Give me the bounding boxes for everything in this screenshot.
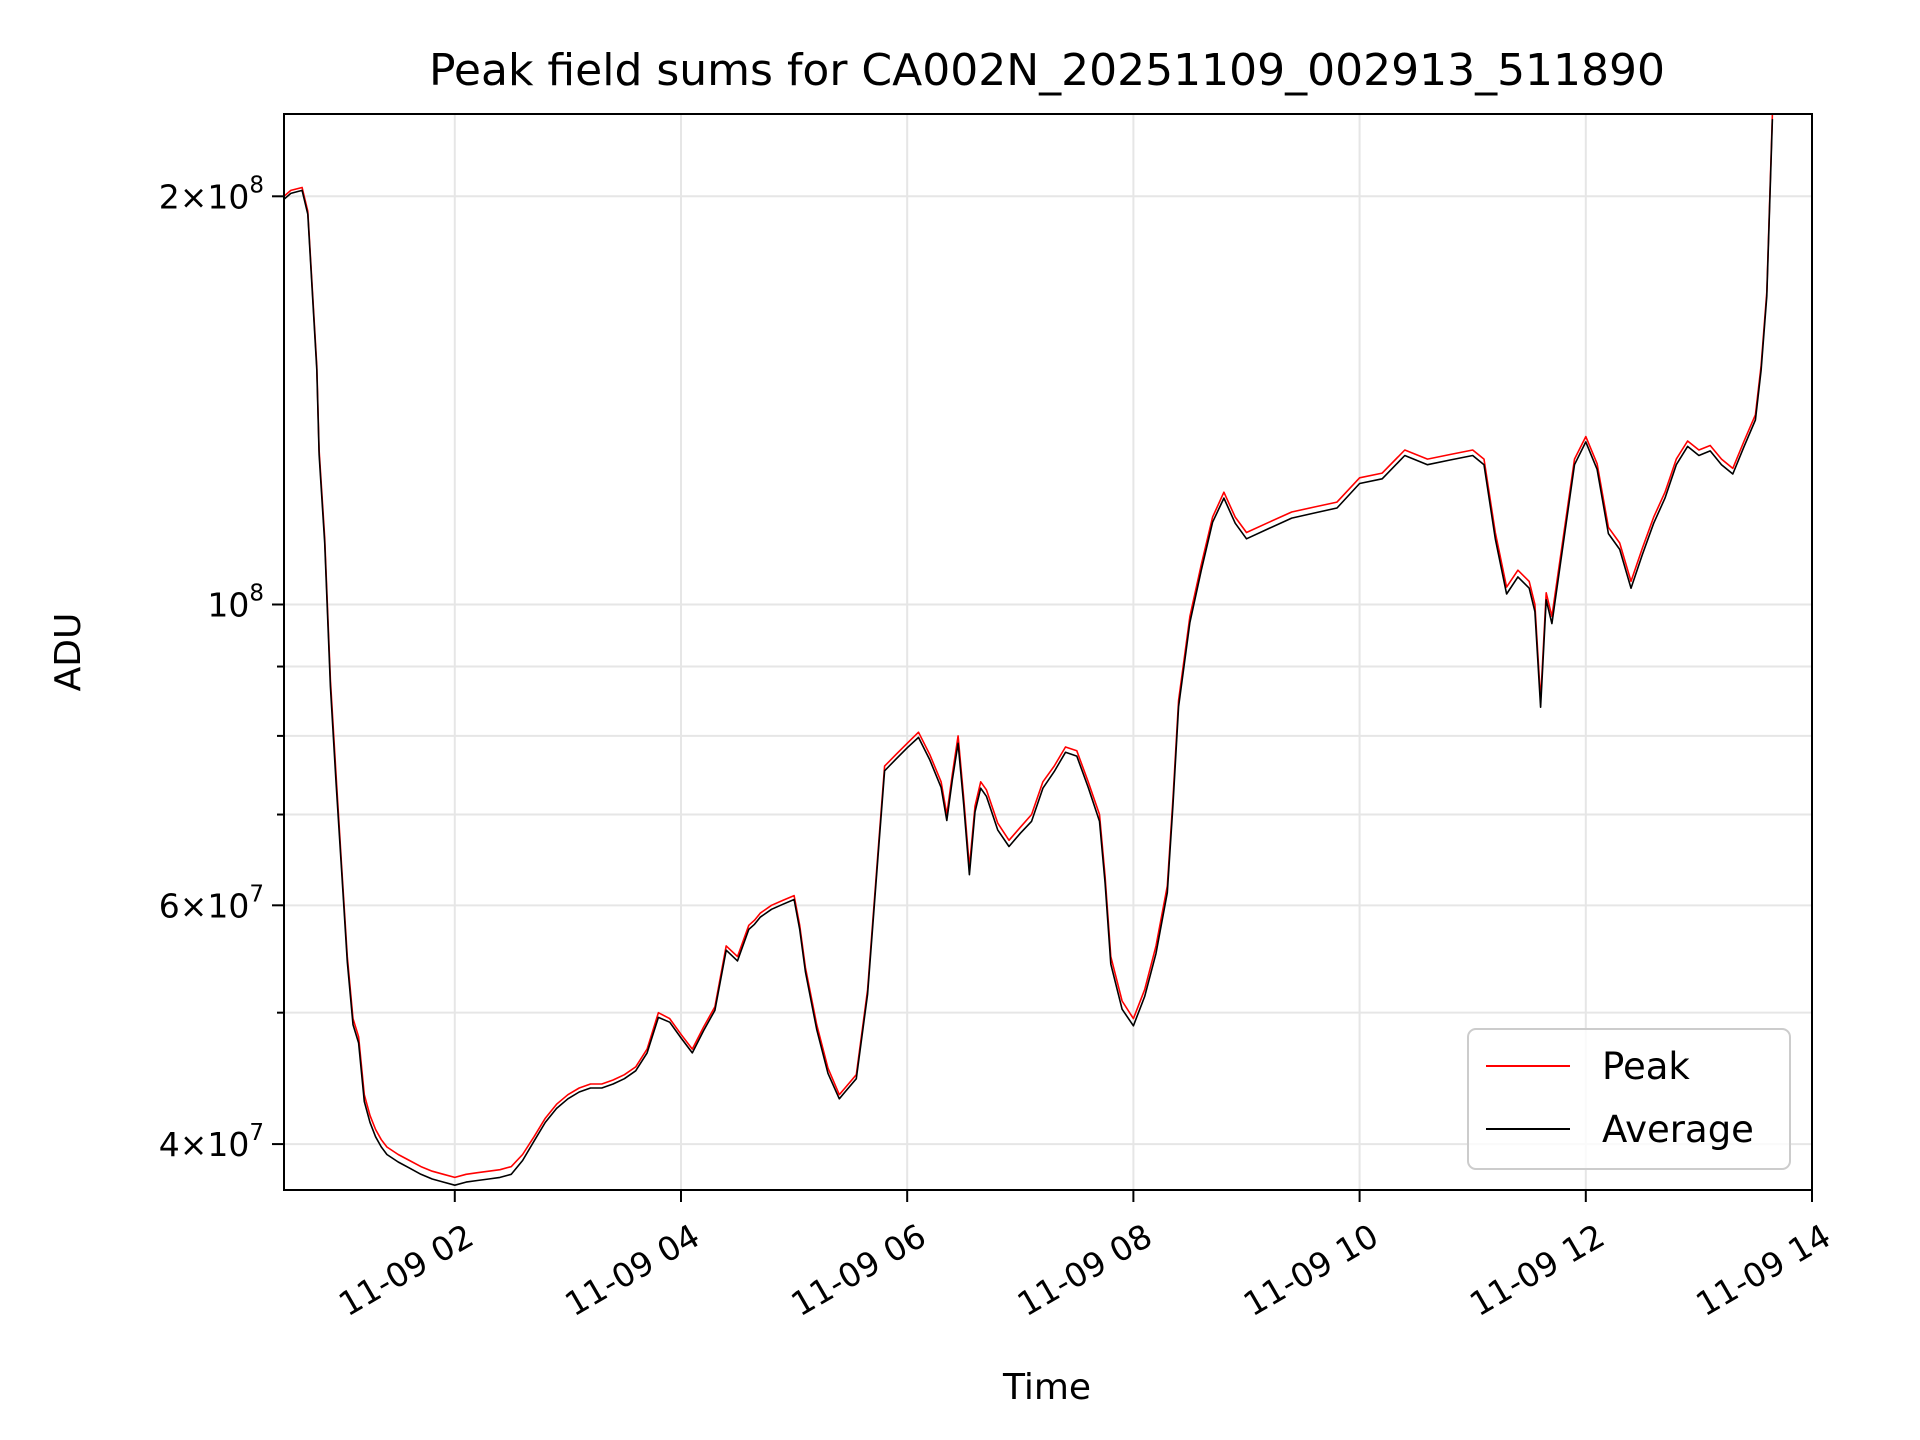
- x-axis-label: Time: [1002, 1367, 1091, 1408]
- y-tick-label: 2×108: [159, 172, 264, 216]
- plot-frame: [283, 113, 1813, 1191]
- legend-label-peak: Peak: [1602, 1045, 1690, 1088]
- y-tick-label: 6×107: [159, 881, 264, 925]
- y-tick-exponent: 8: [249, 172, 264, 198]
- y-tick-exponent: 7: [249, 881, 264, 907]
- grid: [284, 114, 1813, 1190]
- legend-label-average: Average: [1602, 1108, 1754, 1151]
- series-line-average: [284, 119, 1774, 1186]
- plot-area: [284, 114, 1774, 1186]
- y-tick-label: 4×107: [159, 1120, 264, 1164]
- y-tick-exponent: 8: [249, 580, 264, 606]
- y-axis-label: ADU: [48, 613, 89, 692]
- legend: Peak Average: [1467, 1028, 1791, 1170]
- chart-title: Peak field sums for CA002N_20251109_0029…: [429, 45, 1665, 96]
- legend-box: [1467, 1028, 1791, 1170]
- y-tick-exponent: 7: [249, 1120, 264, 1146]
